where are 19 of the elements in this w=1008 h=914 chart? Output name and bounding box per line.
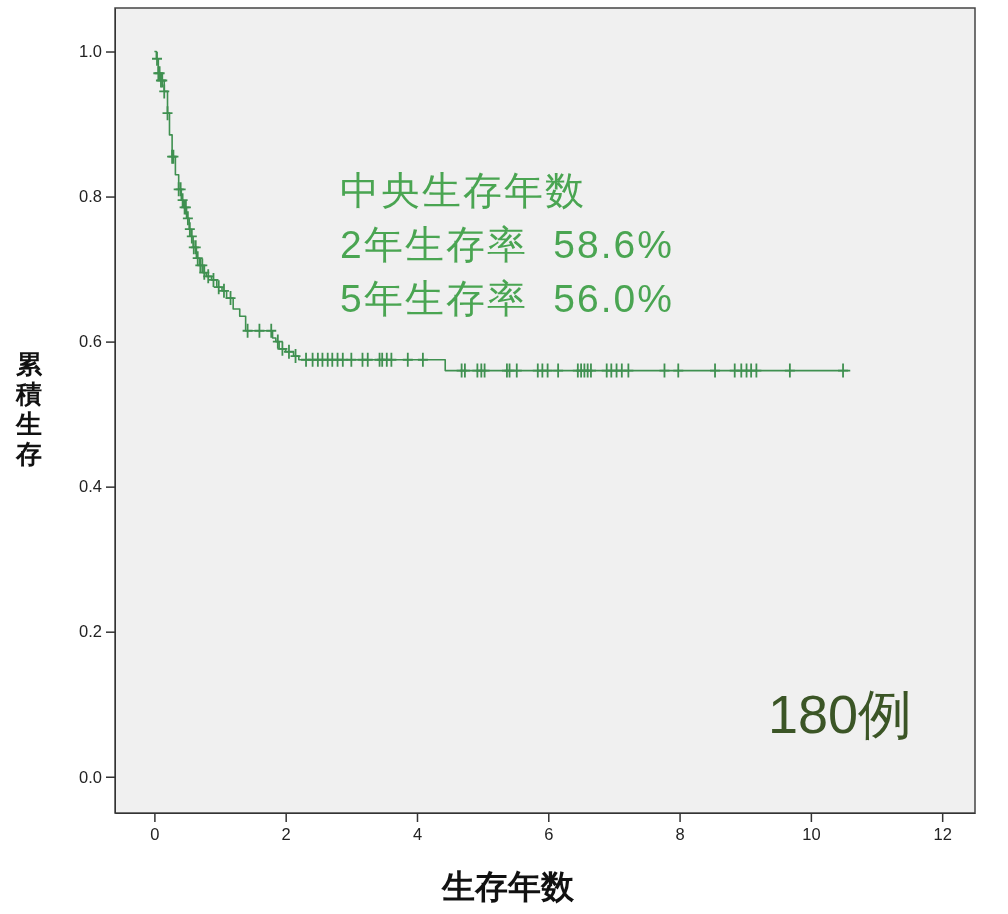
x-tick-label: 2 xyxy=(281,824,291,843)
x-tick-label: 6 xyxy=(544,824,554,843)
y-axis-title: 累積生存 xyxy=(15,349,43,469)
x-tick-label: 12 xyxy=(933,824,952,843)
y-tick-label: 0.4 xyxy=(79,477,102,496)
annotation: 2年生存率 58.6% xyxy=(340,223,674,266)
x-tick-label: 10 xyxy=(802,824,821,843)
y-tick-label: 0.6 xyxy=(79,332,102,351)
x-tick-label: 0 xyxy=(150,824,160,843)
annotation: 5年生存率 56.0% xyxy=(340,277,674,320)
y-tick-label: 0.2 xyxy=(79,622,102,641)
x-axis-title: 生存年数 xyxy=(441,867,575,906)
y-tick-label: 1.0 xyxy=(79,42,102,61)
x-tick-label: 4 xyxy=(412,824,423,843)
y-tick-label: 0.8 xyxy=(79,187,102,206)
y-tick-label: 0.0 xyxy=(79,767,102,786)
x-tick-label: 8 xyxy=(675,824,685,843)
annotation: 中央生存年数 xyxy=(340,169,586,212)
annotation: 180例 xyxy=(768,684,913,744)
